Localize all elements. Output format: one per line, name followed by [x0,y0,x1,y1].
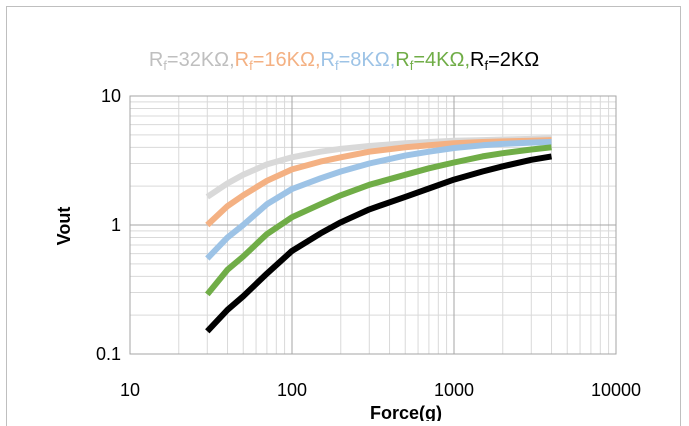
x-axis-ticks: 10 100 1000 10000 [120,380,641,400]
title-part-2-value: =16KΩ, [253,49,321,71]
title-part-1-sub: f [163,58,167,73]
plot-border [129,95,617,355]
chart-frame [6,6,681,426]
series-lines [204,135,552,334]
title-part-2-sub: f [249,58,253,73]
series-line-5 [205,153,552,334]
x-axis-label: Force(g) [370,403,442,421]
x-tick-label: 10000 [591,380,641,400]
title-part-5-sub: f [484,58,488,73]
title-part-4-r: R [395,49,409,71]
x-tick-label: 10 [120,380,140,400]
title-part-5-r: R [470,49,484,71]
y-axis-label: Vout [54,207,74,246]
series-line-3 [205,139,552,261]
title-part-3-sub: f [335,58,339,73]
plot-area-border [129,95,617,355]
title-part-4-value: =4KΩ, [413,49,470,71]
x-tick-label: 100 [277,380,307,400]
series-line-4 [204,144,552,297]
title-part-5-value: =2KΩ [488,49,539,71]
title-part-4-sub: f [410,58,414,73]
title-part-1-r: R [149,49,163,71]
y-tick-label: 1 [111,215,121,235]
y-axis-ticks: 0.1 1 10 [96,86,121,364]
title-part-1-value: =32KΩ, [167,49,235,71]
chart-title: Rf=32KΩ,Rf=16KΩ,Rf=8KΩ,Rf=4KΩ,Rf=2KΩ [149,49,539,73]
x-tick-label: 1000 [434,380,474,400]
title-part-2-r: R [235,49,249,71]
title-part-3-value: =8KΩ, [339,49,396,71]
y-tick-label: 0.1 [96,344,121,364]
title-part-3-r: R [321,49,335,71]
y-tick-label: 10 [101,86,121,106]
title-text: Rf=32KΩ,Rf=16KΩ,Rf=8KΩ,Rf=4KΩ,Rf=2KΩ [149,49,539,73]
